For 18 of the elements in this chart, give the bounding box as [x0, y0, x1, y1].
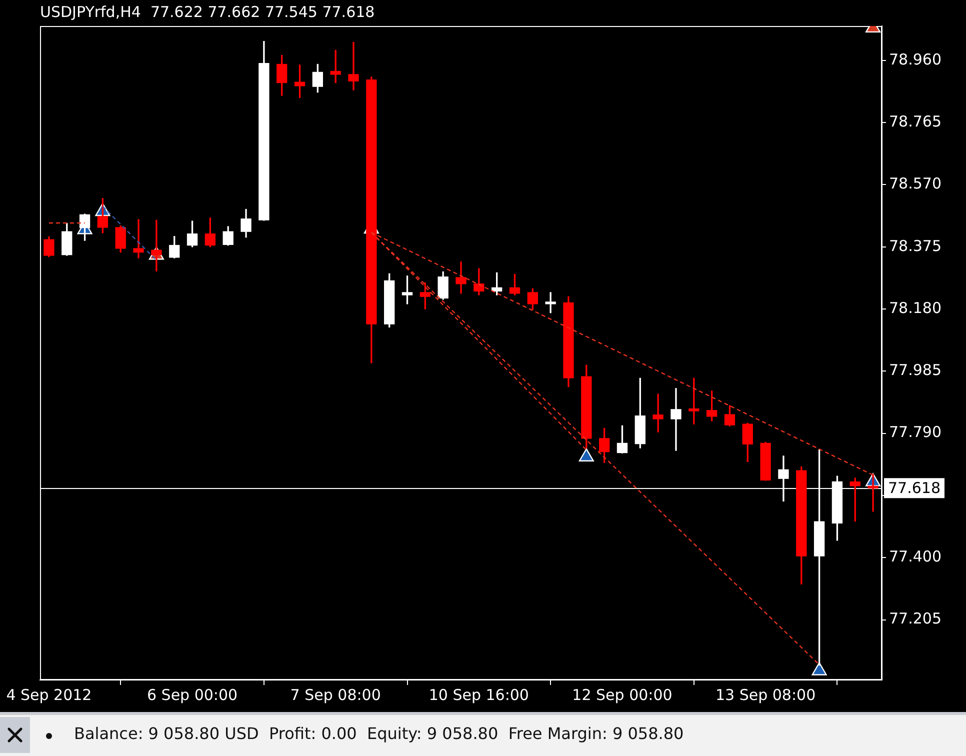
y-tick-label: 78.375	[889, 236, 942, 255]
y-tick-label: 78.570	[889, 174, 942, 193]
y-tick-label: 77.205	[889, 610, 942, 628]
x-tick-label: 4 Sep 2012	[6, 686, 92, 704]
ref-line-label: 77.618	[888, 479, 940, 498]
chart-title: USDJPYrfd,H4 77.622 77.662 77.545 77.618	[40, 2, 375, 21]
y-tick-label: 77.985	[889, 361, 942, 380]
y-tick-label: 78.960	[889, 50, 942, 68]
x-tick-label: 13 Sep 08:00	[715, 686, 816, 704]
y-tick-label: 78.765	[889, 112, 942, 130]
x-tick-label: 10 Sep 16:00	[428, 686, 529, 704]
y-tick-label: 78.180	[889, 298, 942, 317]
y-tick-label: 77.400	[889, 548, 942, 566]
text: Balance: 9 058.80 USD Profit: 0.00 Equity: 9 058.80 Free Margin: 9 058.80	[74, 723, 684, 745]
x-tick-label: 7 Sep 08:00	[290, 686, 381, 704]
x-tick-label: 12 Sep 00:00	[572, 686, 672, 704]
x-tick-label: 6 Sep 00:00	[146, 686, 238, 704]
y-tick-label: 77.790	[889, 423, 942, 442]
